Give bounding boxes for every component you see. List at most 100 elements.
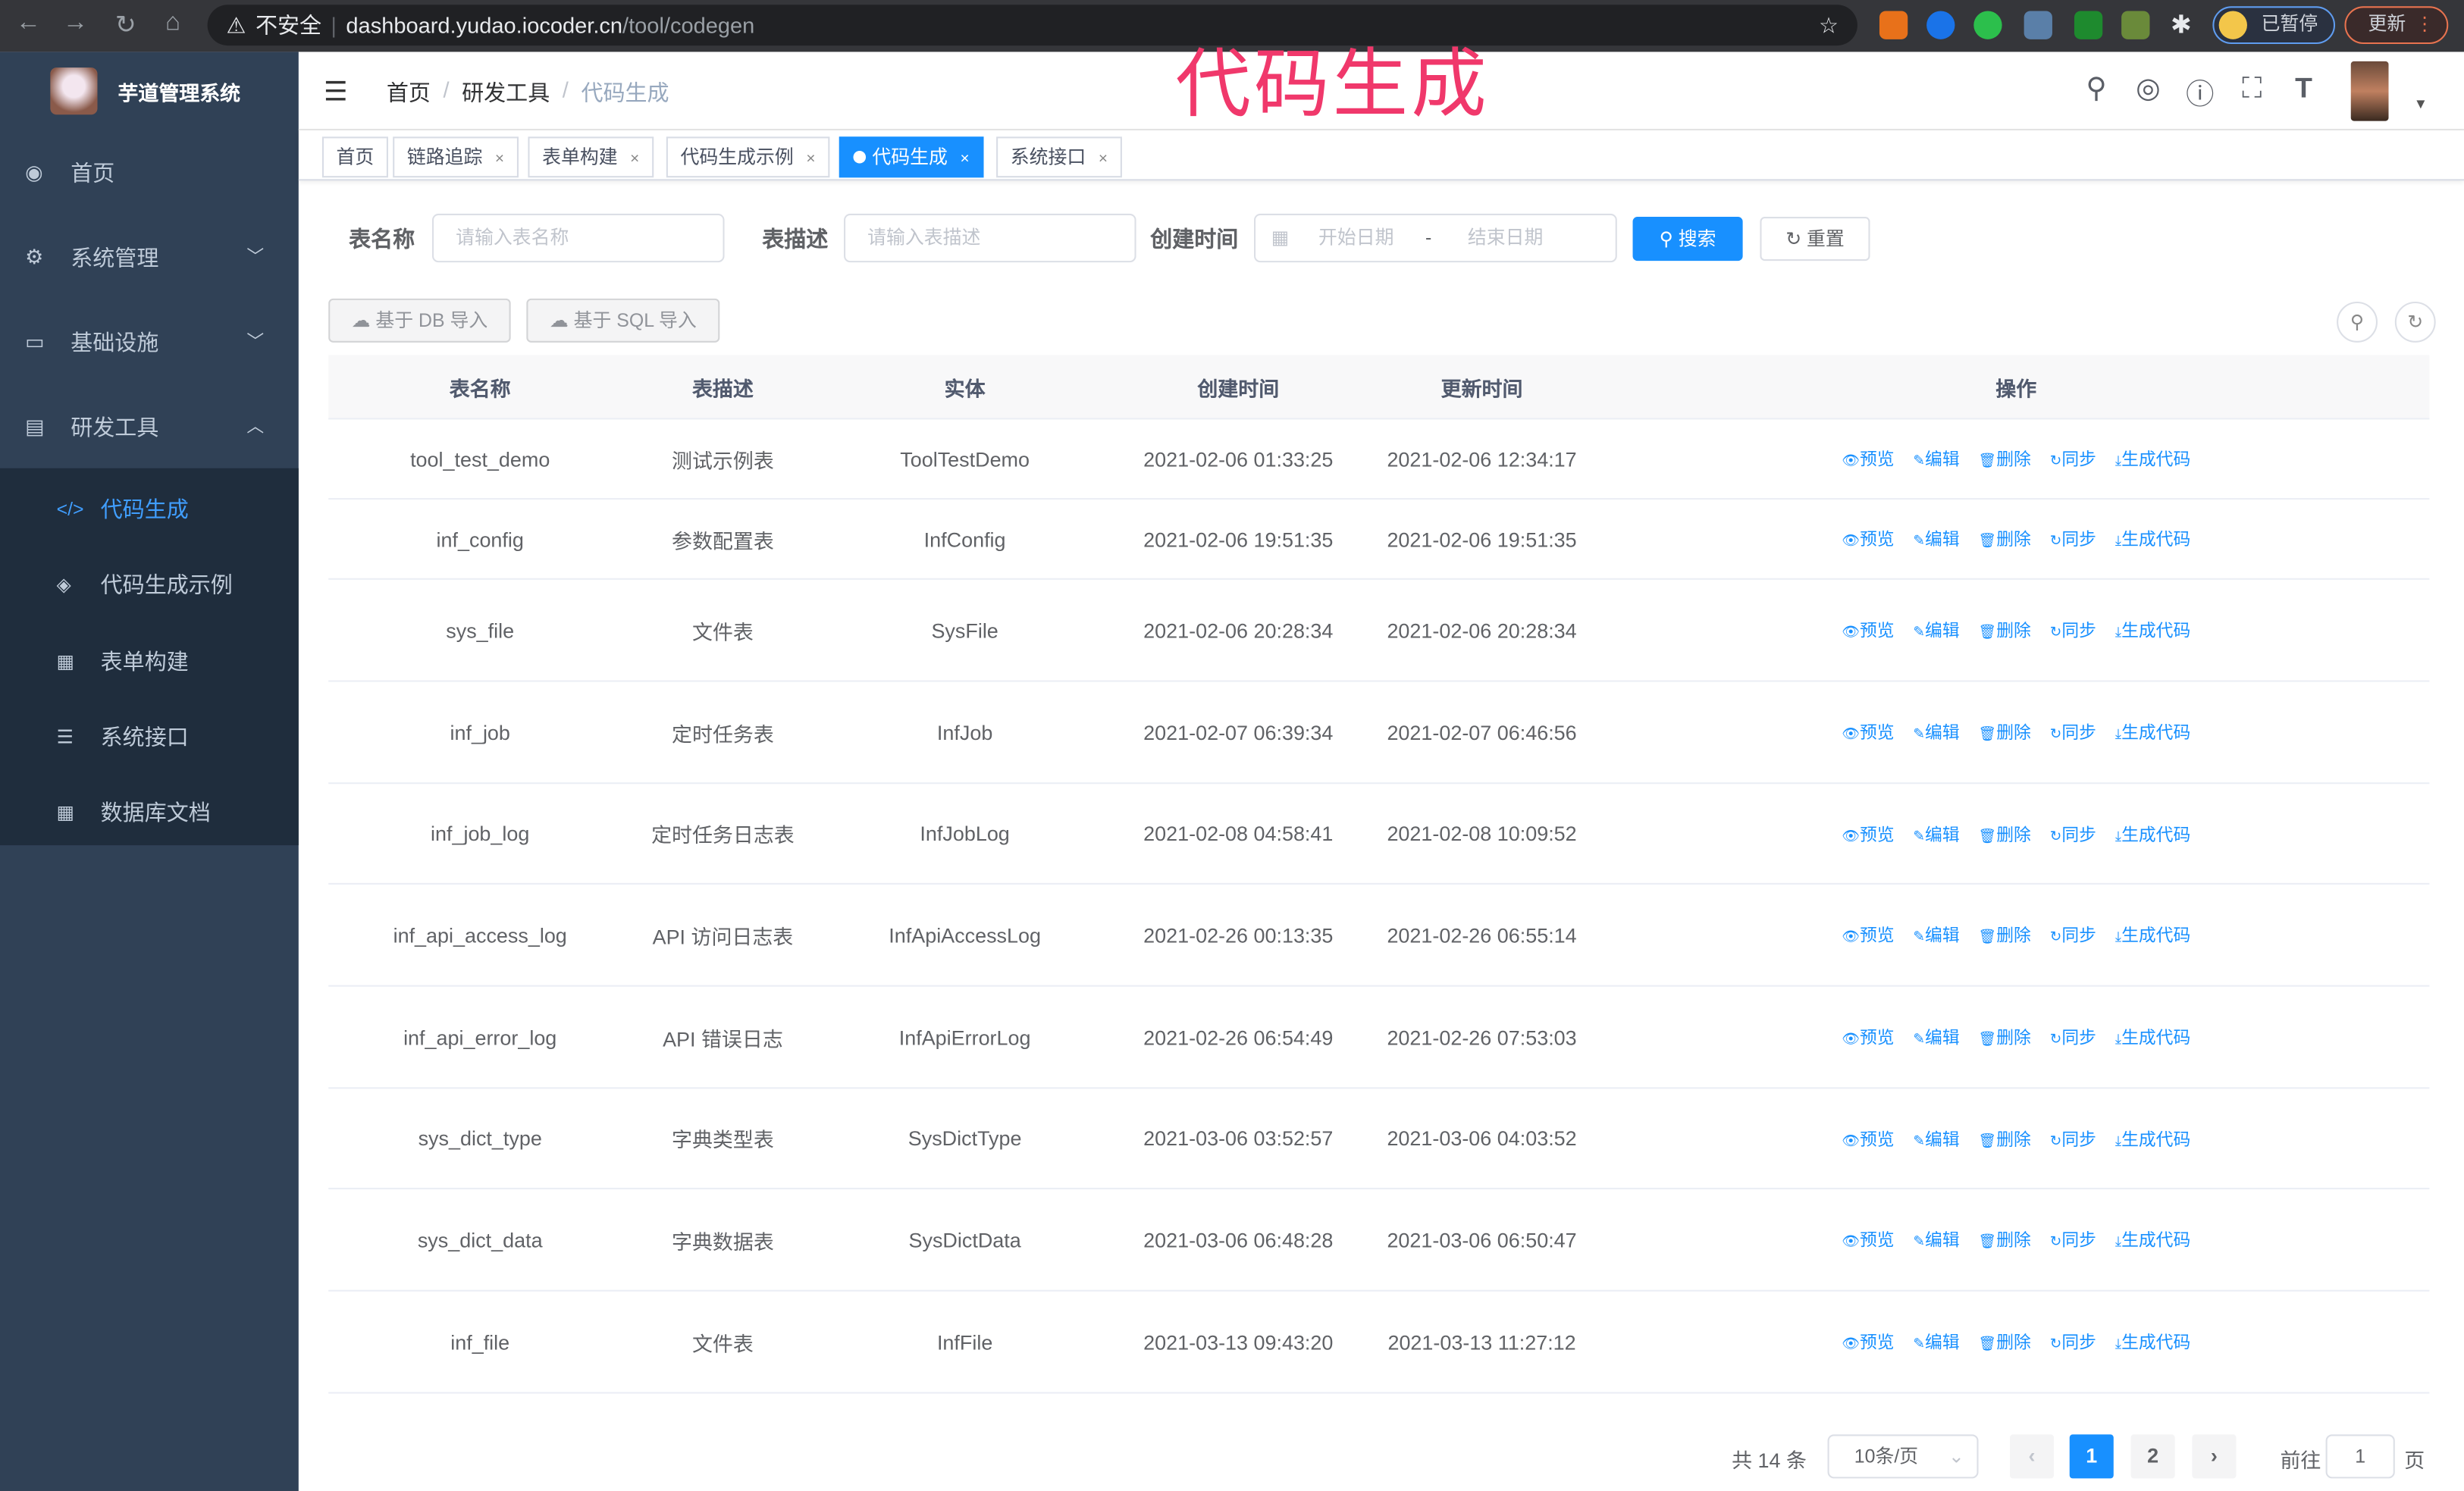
fullscreen-icon[interactable]: ⛶	[2242, 72, 2262, 104]
action-edit-link[interactable]: ✎编辑	[1913, 719, 1959, 744]
reset-button[interactable]: ↻ 重置	[1760, 217, 1870, 262]
import-db-button[interactable]: ☁ 基于 DB 导入	[328, 298, 511, 343]
extension-icon[interactable]	[2121, 11, 2150, 39]
action-edit-link[interactable]: ✎编辑	[1913, 526, 1959, 551]
extension-icon[interactable]	[1973, 11, 2002, 39]
extension-icon[interactable]	[2024, 11, 2052, 39]
action-delete-link[interactable]: 🗑删除	[1979, 719, 2031, 744]
sidebar-item-home[interactable]: ◉ 首页	[0, 130, 299, 215]
tag-home[interactable]: 首页	[321, 136, 388, 178]
sidebar-item-infra[interactable]: ▭ 基础设施 ﹀	[0, 300, 299, 385]
search-button[interactable]: ⚲ 搜索	[1632, 217, 1743, 262]
action-edit-link[interactable]: ✎编辑	[1913, 446, 1959, 471]
font-size-icon[interactable]: T	[2295, 72, 2312, 104]
close-icon[interactable]: ×	[806, 150, 816, 168]
action-preview-link[interactable]: 👁预览	[1842, 719, 1894, 744]
forward-icon[interactable]: →	[62, 9, 89, 36]
tag-codegen[interactable]: 代码生成 ×	[839, 136, 984, 178]
extension-icon[interactable]	[2074, 11, 2103, 39]
action-delete-link[interactable]: 🗑删除	[1979, 922, 2031, 948]
action-delete-link[interactable]: 🗑删除	[1979, 821, 2031, 846]
caret-down-icon[interactable]: ▼	[2413, 96, 2428, 112]
tag-form-builder[interactable]: 表单构建 ×	[528, 136, 654, 178]
next-page-button[interactable]: ›	[2192, 1434, 2237, 1479]
action-preview-link[interactable]: 👁预览	[1842, 618, 1894, 643]
action-delete-link[interactable]: 🗑删除	[1979, 1227, 2031, 1252]
page-1-button[interactable]: 1	[2069, 1434, 2114, 1479]
action-preview-link[interactable]: 👁预览	[1842, 526, 1894, 551]
page-2-button[interactable]: 2	[2130, 1434, 2175, 1479]
action-delete-link[interactable]: 🗑删除	[1979, 1330, 2031, 1355]
sidebar-item-codegen[interactable]: </> 代码生成	[0, 471, 299, 547]
end-date-input[interactable]: 结束日期	[1467, 226, 1544, 249]
extension-icon[interactable]	[1879, 11, 1908, 39]
star-icon[interactable]: ☆	[1819, 12, 1839, 38]
action-generate-link[interactable]: ⤓生成代码	[2115, 1227, 2190, 1252]
action-edit-link[interactable]: ✎编辑	[1913, 1330, 1959, 1355]
sidebar-item-db-doc[interactable]: ▦ 数据库文档	[0, 775, 299, 850]
github-icon[interactable]: ◎	[2136, 72, 2161, 104]
action-generate-link[interactable]: ⤓生成代码	[2115, 526, 2190, 551]
action-preview-link[interactable]: 👁预览	[1842, 1227, 1894, 1252]
hamburger-icon[interactable]: ☰	[323, 77, 348, 107]
action-edit-link[interactable]: ✎编辑	[1913, 618, 1959, 643]
action-sync-link[interactable]: ↻同步	[2050, 1227, 2096, 1252]
action-delete-link[interactable]: 🗑删除	[1979, 446, 2031, 471]
action-generate-link[interactable]: ⤓生成代码	[2115, 821, 2190, 846]
address-bar[interactable]: ⚠ 不安全 | dashboard.yudao.iocoder.cn/tool/…	[207, 5, 1857, 46]
action-preview-link[interactable]: 👁预览	[1842, 1330, 1894, 1355]
sidebar-item-devtools[interactable]: ▤ 研发工具 ︿	[0, 385, 299, 470]
action-sync-link[interactable]: ↻同步	[2050, 446, 2096, 471]
action-generate-link[interactable]: ⤓生成代码	[2115, 1024, 2190, 1049]
extension-icon[interactable]	[1926, 11, 1955, 39]
sidebar-item-form-builder[interactable]: ▦ 表单构建	[0, 624, 299, 699]
action-delete-link[interactable]: 🗑删除	[1979, 618, 2031, 643]
action-edit-link[interactable]: ✎编辑	[1913, 922, 1959, 948]
toggle-search-button[interactable]: ⚲	[2337, 301, 2378, 343]
table-comment-input[interactable]: 请输入表描述	[844, 213, 1136, 263]
home-icon[interactable]: ⌂	[165, 9, 181, 36]
action-generate-link[interactable]: ⤓生成代码	[2115, 618, 2190, 643]
action-preview-link[interactable]: 👁预览	[1842, 922, 1894, 948]
search-icon[interactable]: ⚲	[2086, 72, 2107, 104]
action-generate-link[interactable]: ⤓生成代码	[2115, 719, 2190, 744]
tag-codegen-demo[interactable]: 代码生成示例 ×	[666, 136, 830, 178]
action-preview-link[interactable]: 👁预览	[1842, 446, 1894, 471]
breadcrumb-item[interactable]: 首页	[386, 80, 431, 105]
action-edit-link[interactable]: ✎编辑	[1913, 1227, 1959, 1252]
action-preview-link[interactable]: 👁预览	[1842, 821, 1894, 846]
action-delete-link[interactable]: 🗑删除	[1979, 1126, 2031, 1151]
action-preview-link[interactable]: 👁预览	[1842, 1024, 1894, 1049]
back-icon[interactable]: ←	[15, 9, 41, 36]
action-edit-link[interactable]: ✎编辑	[1913, 1024, 1959, 1049]
action-sync-link[interactable]: ↻同步	[2050, 922, 2096, 948]
update-button[interactable]: 更新 ⋮	[2344, 6, 2449, 45]
action-generate-link[interactable]: ⤓生成代码	[2115, 1330, 2190, 1355]
action-sync-link[interactable]: ↻同步	[2050, 1126, 2096, 1151]
action-delete-link[interactable]: 🗑删除	[1979, 526, 2031, 551]
date-range-picker[interactable]: ▦ 开始日期 - 结束日期	[1254, 213, 1617, 263]
import-sql-button[interactable]: ☁ 基于 SQL 导入	[526, 298, 720, 343]
action-generate-link[interactable]: ⤓生成代码	[2115, 1126, 2190, 1151]
prev-page-button[interactable]: ‹	[2009, 1434, 2055, 1479]
sidebar-item-codegen-demo[interactable]: ◈ 代码生成示例	[0, 547, 299, 622]
action-sync-link[interactable]: ↻同步	[2050, 719, 2096, 744]
action-edit-link[interactable]: ✎编辑	[1913, 1126, 1959, 1151]
close-icon[interactable]: ×	[630, 150, 640, 168]
close-icon[interactable]: ×	[960, 150, 970, 168]
profile-button[interactable]: 已暂停	[2212, 6, 2336, 45]
avatar[interactable]	[2350, 61, 2389, 121]
breadcrumb-item[interactable]: 研发工具	[462, 80, 550, 105]
refresh-button[interactable]: ↻	[2394, 301, 2436, 343]
action-edit-link[interactable]: ✎编辑	[1913, 821, 1959, 846]
sidebar-item-system[interactable]: ⚙ 系统管理 ﹀	[0, 215, 299, 300]
puzzle-icon[interactable]: ✱	[2171, 12, 2192, 39]
action-sync-link[interactable]: ↻同步	[2050, 821, 2096, 846]
action-generate-link[interactable]: ⤓生成代码	[2115, 922, 2190, 948]
close-icon[interactable]: ×	[494, 150, 505, 168]
action-generate-link[interactable]: ⤓生成代码	[2115, 446, 2190, 471]
help-icon[interactable]: ⓘ	[2186, 78, 2215, 111]
reload-icon[interactable]: ↻	[114, 12, 136, 39]
action-sync-link[interactable]: ↻同步	[2050, 526, 2096, 551]
tag-swagger[interactable]: 系统接口 ×	[996, 136, 1122, 178]
